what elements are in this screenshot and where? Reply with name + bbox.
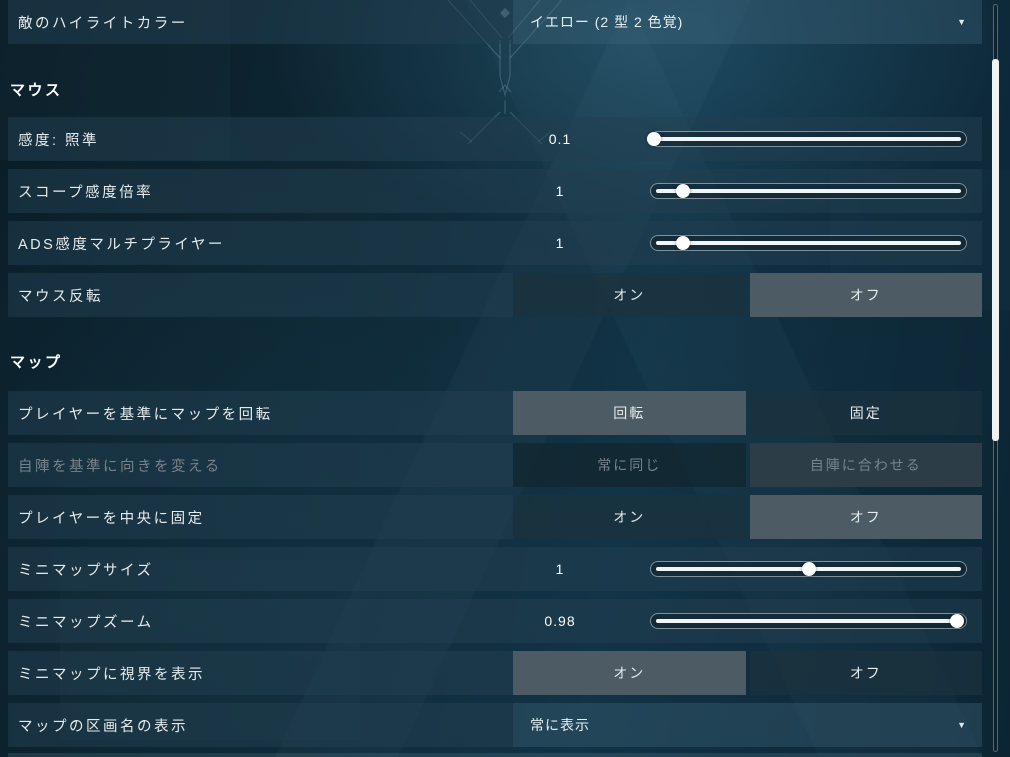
setting-label: マップの区画名の表示 xyxy=(18,718,188,735)
row-invert-mouse: マウス反転 オン オフ xyxy=(8,273,982,317)
map-rotate-option-button[interactable]: 回転 xyxy=(513,391,746,435)
row-enemy-highlight-color: 敵のハイライトカラー イエロー (2 型 2 色覚) ▼ xyxy=(8,0,982,44)
slider-track xyxy=(656,189,961,193)
scrollbar-thumb[interactable] xyxy=(992,59,999,441)
keep-centered-off-button[interactable]: オフ xyxy=(749,495,982,539)
minimap-zoom-slider[interactable] xyxy=(650,613,967,629)
keep-centered-on-button[interactable]: オン xyxy=(513,495,746,539)
chevron-down-icon: ▼ xyxy=(957,720,966,730)
row-keep-player-centered: プレイヤーを中央に固定 オン オフ xyxy=(8,495,982,539)
row-scoped-sensitivity-multiplier: スコープ感度倍率 1 xyxy=(8,169,982,213)
scrollbar-track[interactable] xyxy=(992,4,999,752)
row-rotate-map-with-player: プレイヤーを基準にマップを回転 回転 固定 xyxy=(8,391,982,435)
setting-label-area xyxy=(8,391,513,435)
dropdown-selected-value: イエロー (2 型 2 色覚) xyxy=(530,14,684,30)
slider-value: 1 xyxy=(555,561,565,577)
slider-value: 0.98 xyxy=(544,613,576,629)
slider-track xyxy=(656,619,961,623)
slider-handle[interactable] xyxy=(675,184,690,198)
scoped-sensitivity-slider[interactable] xyxy=(650,183,967,199)
slider-handle[interactable] xyxy=(647,132,662,146)
section-header-map: マップ xyxy=(10,354,63,371)
dropdown-selected-value: 常に表示 xyxy=(530,717,590,733)
setting-label-area xyxy=(8,495,513,539)
setting-label-area xyxy=(8,651,513,695)
setting-label: マウス反転 xyxy=(18,288,103,305)
setting-label: 敵のハイライトカラー xyxy=(18,15,188,32)
row-minimap-size: ミニマップサイズ 1 xyxy=(8,547,982,591)
row-aim-sensitivity: 感度: 照準 0.1 xyxy=(8,117,982,161)
setting-label: 感度: 照準 xyxy=(18,132,100,149)
row-map-region-names: マップの区画名の表示 常に表示 ▼ xyxy=(8,703,982,747)
row-orient-based-on-side: 自陣を基準に向きを変える 常に同じ 自陣に合わせる xyxy=(8,443,982,487)
slider-handle[interactable] xyxy=(801,562,816,576)
invert-mouse-on-button[interactable]: オン xyxy=(513,273,746,317)
slider-value: 1 xyxy=(555,183,565,199)
setting-label-area xyxy=(8,703,513,747)
slider-track xyxy=(656,241,961,245)
setting-label: ミニマップサイズ xyxy=(18,562,154,579)
minimap-size-slider[interactable] xyxy=(650,561,967,577)
row-minimap-vision-cones: ミニマップに視界を表示 オン オフ xyxy=(8,651,982,695)
slider-handle[interactable] xyxy=(949,614,964,628)
vision-cones-on-button[interactable]: オン xyxy=(513,651,746,695)
vision-cones-off-button[interactable]: オフ xyxy=(749,651,982,695)
setting-label-area xyxy=(8,0,513,44)
setting-label: 自陣を基準に向きを変える xyxy=(18,458,222,475)
enemy-highlight-color-dropdown[interactable]: イエロー (2 型 2 色覚) ▼ xyxy=(513,0,982,44)
orient-always-same-button: 常に同じ xyxy=(513,443,746,487)
setting-label: スコープ感度倍率 xyxy=(18,184,154,201)
slider-value: 0.1 xyxy=(548,131,572,147)
setting-label: ADS感度マルチプライヤー xyxy=(18,236,225,253)
setting-label-area xyxy=(8,273,513,317)
setting-label: ミニマップに視界を表示 xyxy=(18,666,205,683)
setting-label: プレイヤーを基準にマップを回転 xyxy=(18,406,273,423)
section-header-mouse: マウス xyxy=(10,82,63,99)
setting-label: プレイヤーを中央に固定 xyxy=(18,510,205,527)
partial-next-row xyxy=(8,753,982,757)
setting-label: ミニマップズーム xyxy=(18,614,154,631)
slider-handle[interactable] xyxy=(675,236,690,250)
ads-sensitivity-slider[interactable] xyxy=(650,235,967,251)
map-fixed-option-button[interactable]: 固定 xyxy=(749,391,982,435)
orient-match-side-button: 自陣に合わせる xyxy=(749,443,982,487)
row-ads-sensitivity-multiplier: ADS感度マルチプライヤー 1 xyxy=(8,221,982,265)
aim-sensitivity-slider[interactable] xyxy=(647,131,967,147)
chevron-down-icon: ▼ xyxy=(957,17,966,27)
row-minimap-zoom: ミニマップズーム 0.98 xyxy=(8,599,982,643)
invert-mouse-off-button[interactable]: オフ xyxy=(749,273,982,317)
slider-track xyxy=(656,137,961,141)
slider-value: 1 xyxy=(555,235,565,251)
map-region-names-dropdown[interactable]: 常に表示 ▼ xyxy=(513,703,982,747)
setting-label-area xyxy=(8,443,513,487)
